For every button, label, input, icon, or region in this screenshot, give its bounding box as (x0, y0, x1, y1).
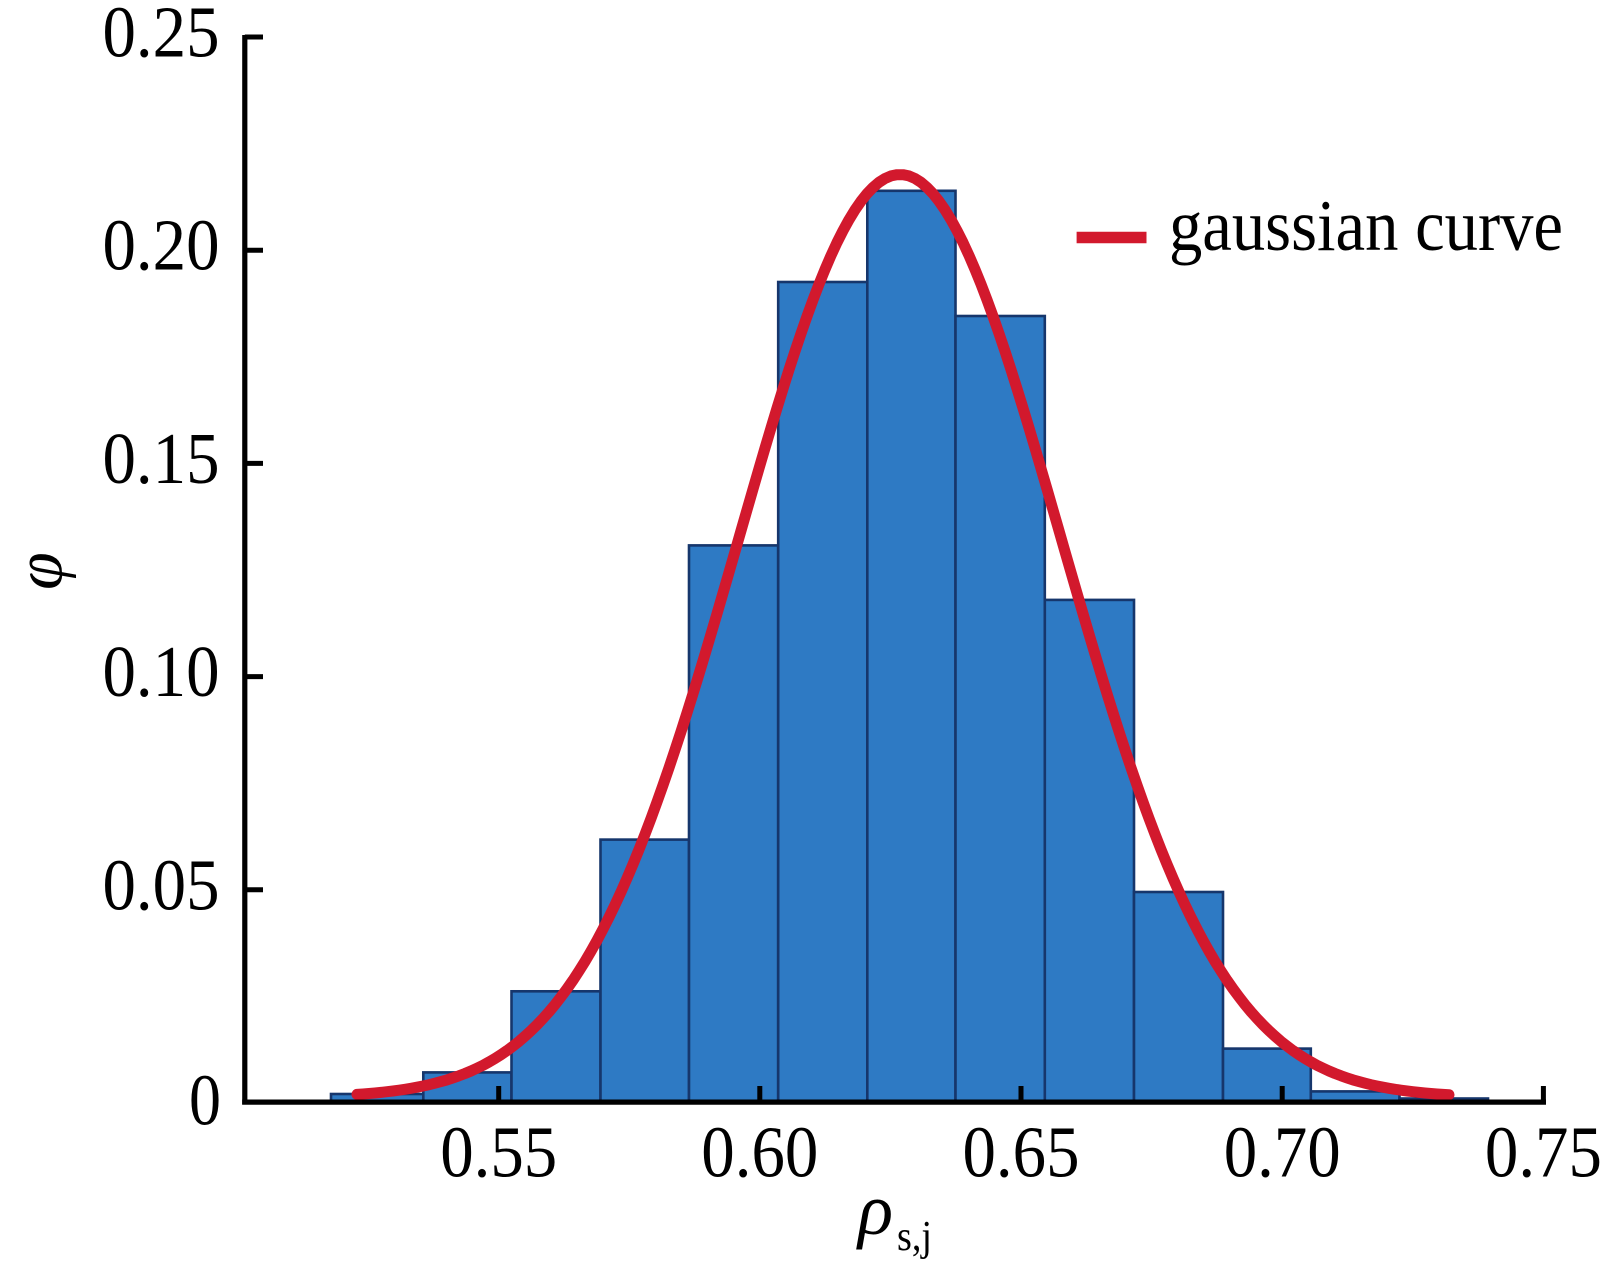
svg-text:ρ: ρ (856, 1169, 893, 1250)
svg-text:0.25: 0.25 (103, 0, 220, 73)
svg-text:gaussian curve: gaussian curve (1169, 185, 1563, 266)
svg-text:0.20: 0.20 (103, 205, 220, 286)
svg-text:0: 0 (189, 1060, 221, 1141)
svg-text:0.15: 0.15 (103, 418, 220, 499)
svg-text:φ: φ (1, 552, 77, 590)
svg-text:0.60: 0.60 (701, 1112, 818, 1193)
svg-text:0.65: 0.65 (963, 1112, 1080, 1193)
svg-text:0.10: 0.10 (103, 631, 220, 712)
svg-text:0.70: 0.70 (1224, 1112, 1341, 1193)
svg-text:0.75: 0.75 (1485, 1112, 1602, 1193)
svg-text:0.55: 0.55 (440, 1112, 557, 1193)
svg-text:0.05: 0.05 (103, 844, 220, 925)
svg-text:s,j: s,j (897, 1214, 932, 1260)
